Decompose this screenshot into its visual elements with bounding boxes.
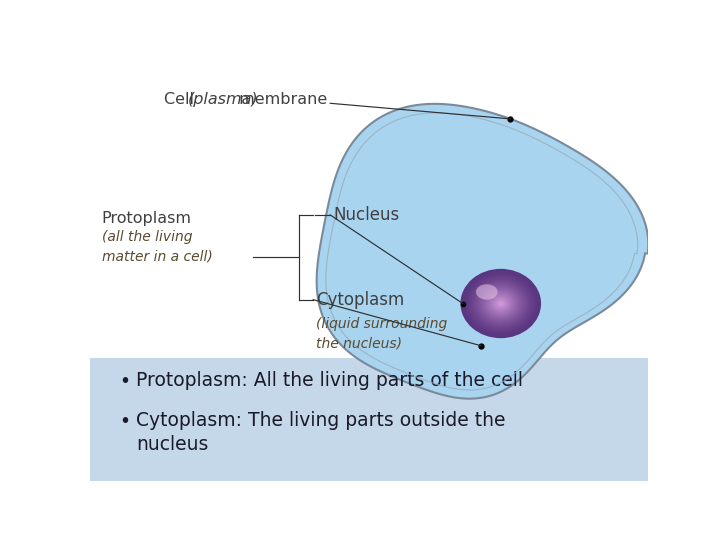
Text: Protoplasm: All the living parts of the cell: Protoplasm: All the living parts of the … [137, 371, 523, 390]
Text: (plasma): (plasma) [188, 92, 258, 107]
Ellipse shape [464, 272, 537, 335]
Ellipse shape [489, 293, 513, 314]
Ellipse shape [471, 278, 531, 329]
Text: nucleus: nucleus [137, 435, 209, 454]
Ellipse shape [474, 281, 527, 326]
Ellipse shape [479, 285, 523, 322]
Ellipse shape [487, 292, 515, 315]
Ellipse shape [482, 288, 519, 319]
Ellipse shape [476, 284, 498, 300]
Text: Nucleus: Nucleus [333, 206, 400, 224]
Ellipse shape [469, 276, 533, 331]
Text: •: • [120, 372, 130, 391]
Ellipse shape [495, 298, 507, 309]
Ellipse shape [490, 295, 510, 312]
Ellipse shape [492, 296, 509, 310]
Text: Cytoplasm: Cytoplasm [316, 291, 405, 309]
Text: (all the living
matter in a cell): (all the living matter in a cell) [102, 231, 212, 264]
Ellipse shape [497, 300, 505, 307]
Ellipse shape [481, 286, 521, 321]
Ellipse shape [461, 269, 541, 338]
Text: Protoplasm: Protoplasm [102, 211, 192, 226]
Text: Cytoplasm: The living parts outside the: Cytoplasm: The living parts outside the [137, 411, 506, 430]
FancyBboxPatch shape [90, 358, 648, 481]
Ellipse shape [472, 279, 529, 328]
Ellipse shape [467, 274, 535, 333]
Ellipse shape [485, 289, 517, 318]
Ellipse shape [477, 283, 525, 325]
Text: membrane: membrane [234, 92, 328, 107]
Polygon shape [317, 104, 648, 399]
Text: (liquid surrounding
the nucleus): (liquid surrounding the nucleus) [316, 316, 448, 350]
Text: •: • [120, 412, 130, 431]
Ellipse shape [499, 302, 503, 305]
Text: Cell: Cell [163, 92, 199, 107]
Ellipse shape [462, 271, 539, 336]
